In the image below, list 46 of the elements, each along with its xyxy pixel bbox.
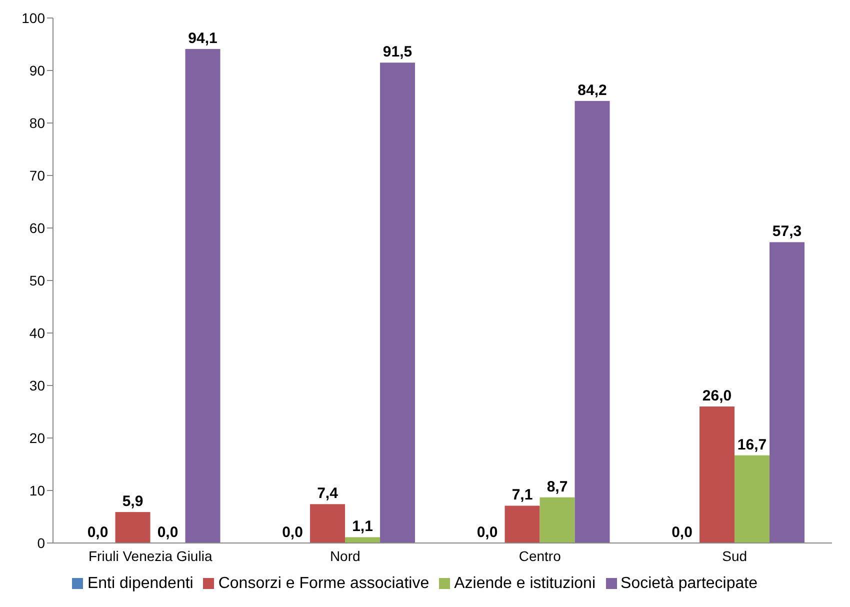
y-tick-label: 90: [29, 62, 46, 78]
bar: [734, 455, 770, 543]
data-label: 94,1: [188, 30, 218, 47]
data-label: 84,2: [578, 82, 607, 99]
y-tick-label: 50: [29, 272, 46, 288]
bar: [504, 506, 540, 543]
bar: [380, 62, 416, 543]
x-tick-label: Centro: [518, 548, 562, 564]
data-label: 16,7: [737, 436, 767, 454]
legend-label: Società partecipate: [620, 575, 758, 592]
bar: [345, 537, 380, 543]
data-label: 5,9: [122, 493, 144, 510]
data-label: 0,0: [87, 524, 108, 541]
data-label: 7,4: [317, 485, 339, 502]
bar: [574, 100, 610, 543]
y-tick-label: 30: [29, 377, 46, 394]
data-label: 1,1: [352, 518, 373, 536]
y-tick-label: 20: [29, 430, 46, 446]
bar: [770, 242, 805, 543]
data-label: 7,1: [512, 486, 533, 504]
legend-label: Consorzi e Forme associative: [218, 575, 430, 592]
data-label: 8,7: [546, 478, 568, 496]
legend-label: Enti dipendenti: [87, 575, 194, 592]
y-tick-label: 70: [29, 167, 46, 184]
x-tick-label: Sud: [722, 548, 748, 564]
bar: [185, 48, 220, 543]
y-tick-label: 60: [29, 220, 46, 236]
data-label: 26,0: [702, 388, 732, 404]
y-tick-label: 40: [29, 324, 46, 341]
data-label: 91,5: [382, 44, 412, 61]
data-label: 0,0: [672, 524, 692, 541]
data-label: 0,0: [476, 524, 498, 541]
x-tick-label: Friuli Venezia Giulia: [88, 548, 212, 564]
y-tick-label: 0: [37, 534, 46, 551]
data-label: 57,3: [772, 223, 802, 240]
bar: [540, 497, 575, 543]
y-tick-label: 100: [22, 10, 46, 26]
legend-label: Aziende e istituzioni: [454, 575, 596, 592]
y-tick-label: 80: [29, 114, 46, 131]
y-tick-label: 10: [29, 482, 46, 498]
bar: [700, 406, 735, 543]
bar: [310, 504, 346, 543]
x-tick-label: Nord: [330, 548, 360, 564]
bar: [115, 512, 150, 543]
data-label: 0,0: [157, 524, 178, 541]
data-label: 0,0: [282, 524, 303, 541]
